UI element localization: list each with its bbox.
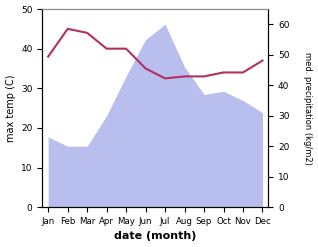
Y-axis label: max temp (C): max temp (C) <box>5 74 16 142</box>
X-axis label: date (month): date (month) <box>114 231 197 242</box>
Y-axis label: med. precipitation (kg/m2): med. precipitation (kg/m2) <box>303 52 313 165</box>
